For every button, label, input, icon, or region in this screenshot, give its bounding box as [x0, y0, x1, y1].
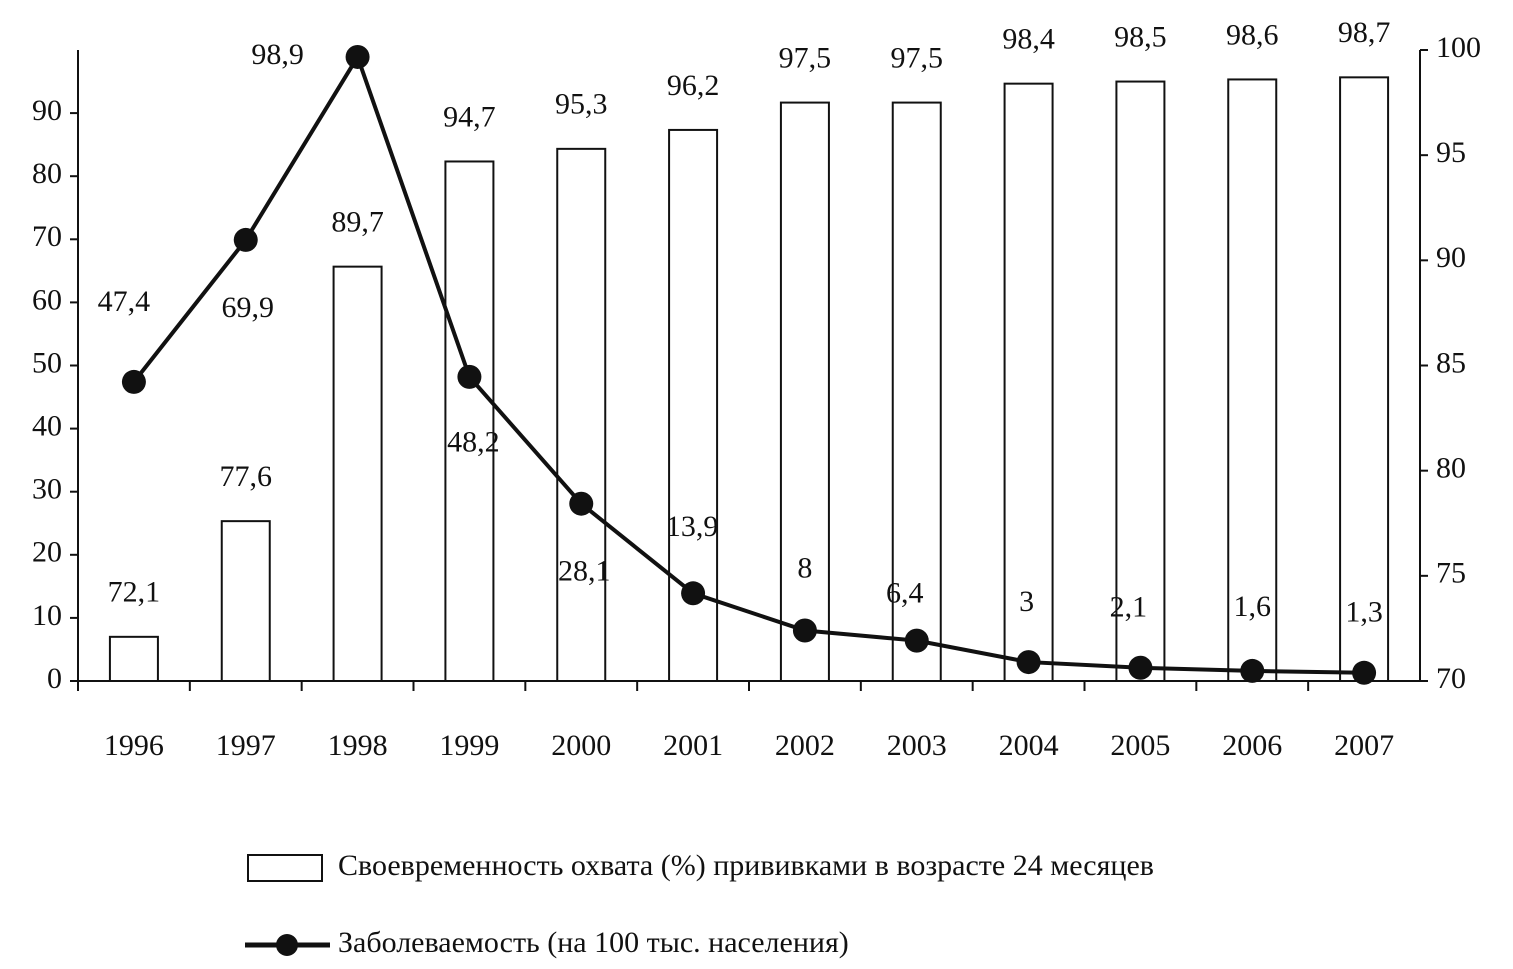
- legend-swatch-bar: [247, 854, 323, 882]
- line-value-label: 6,4: [886, 577, 924, 610]
- y-tick-label: 10: [32, 599, 62, 632]
- line-value-label: 48,2: [447, 426, 500, 459]
- x-tick-label: 1999: [439, 729, 499, 762]
- bar-value-label: 77,6: [220, 460, 273, 493]
- bar-value-label: 96,2: [667, 69, 720, 102]
- bar: [444, 160, 495, 682]
- line-marker: [681, 581, 706, 606]
- line-value-label: 28,1: [558, 555, 611, 588]
- y2-tick-label: 100: [1436, 31, 1481, 64]
- line-value-label: 3: [1019, 585, 1034, 618]
- bar-value-label: 97,5: [779, 41, 832, 74]
- line-value-label: 1,3: [1345, 596, 1383, 629]
- line-marker: [1240, 658, 1265, 683]
- bar-value-label: 98,6: [1226, 18, 1279, 51]
- line-marker: [1128, 655, 1153, 680]
- y2-tick-label: 95: [1436, 136, 1466, 169]
- legend-label: Своевременность охвата (%) прививками в …: [338, 849, 1154, 882]
- y2-tick-label: 80: [1436, 452, 1466, 485]
- line-value-label: 69,9: [222, 291, 275, 324]
- x-tick-label: 2002: [775, 729, 835, 762]
- x-tick-label: 2006: [1222, 729, 1282, 762]
- legend-label: Заболеваемость (на 100 тыс. населения): [338, 926, 849, 959]
- y2-tick-label: 75: [1436, 557, 1466, 590]
- bar-value-label: 97,5: [891, 41, 944, 74]
- bar: [1227, 78, 1278, 683]
- line-value-label: 47,4: [98, 285, 151, 318]
- line-value-label: 1,6: [1234, 590, 1272, 623]
- y2-tick-label: 85: [1436, 346, 1466, 379]
- line-value-label: 98,9: [251, 38, 304, 71]
- x-tick-label: 2004: [999, 729, 1059, 762]
- bar-value-label: 98,4: [1002, 23, 1055, 56]
- line-value-label: 13,9: [666, 510, 719, 543]
- x-tick-label: 1998: [328, 729, 388, 762]
- y-tick-label: 80: [32, 157, 62, 190]
- line-marker: [569, 491, 594, 516]
- y-tick-label: 60: [32, 283, 62, 316]
- y-tick-label: 50: [32, 346, 62, 379]
- bar: [1115, 80, 1166, 683]
- line-value-label: 8: [797, 551, 812, 584]
- x-tick-label: 2005: [1110, 729, 1170, 762]
- line-marker: [233, 227, 258, 252]
- bar-value-label: 98,7: [1338, 16, 1391, 49]
- legend-swatch-marker: [276, 934, 298, 956]
- bar: [891, 101, 942, 683]
- y-tick-label: 40: [32, 409, 62, 442]
- x-tick-label: 1996: [104, 729, 164, 762]
- x-tick-label: 2003: [887, 729, 947, 762]
- bar-value-label: 95,3: [555, 88, 608, 121]
- line-value-label: 2,1: [1110, 591, 1148, 624]
- bar: [1339, 76, 1390, 683]
- line-marker: [345, 44, 370, 69]
- y-tick-label: 0: [47, 662, 62, 695]
- bar: [556, 147, 607, 682]
- x-tick-label: 2000: [551, 729, 611, 762]
- y-tick-label: 70: [32, 220, 62, 253]
- y2-tick-label: 70: [1436, 662, 1466, 695]
- bar: [108, 635, 159, 683]
- bar: [779, 101, 830, 683]
- bar: [220, 520, 271, 682]
- line-marker: [121, 369, 146, 394]
- y-tick-label: 20: [32, 536, 62, 569]
- y2-tick-label: 90: [1436, 241, 1466, 274]
- line-marker: [792, 618, 817, 643]
- x-tick-label: 2007: [1334, 729, 1394, 762]
- line-marker: [457, 364, 482, 389]
- y-tick-label: 30: [32, 473, 62, 506]
- line-marker: [1352, 660, 1377, 685]
- bar-value-label: 72,1: [108, 576, 161, 609]
- bar-value-label: 98,5: [1114, 20, 1167, 53]
- line-marker: [904, 628, 929, 653]
- x-tick-label: 1997: [216, 729, 276, 762]
- y-tick-label: 90: [32, 94, 62, 127]
- bar: [1003, 82, 1054, 683]
- bar-value-label: 89,7: [331, 206, 384, 239]
- line-marker: [1016, 650, 1041, 675]
- bar-value-label: 94,7: [443, 100, 496, 133]
- x-tick-label: 2001: [663, 729, 723, 762]
- bar: [332, 265, 383, 682]
- line: [132, 52, 1365, 675]
